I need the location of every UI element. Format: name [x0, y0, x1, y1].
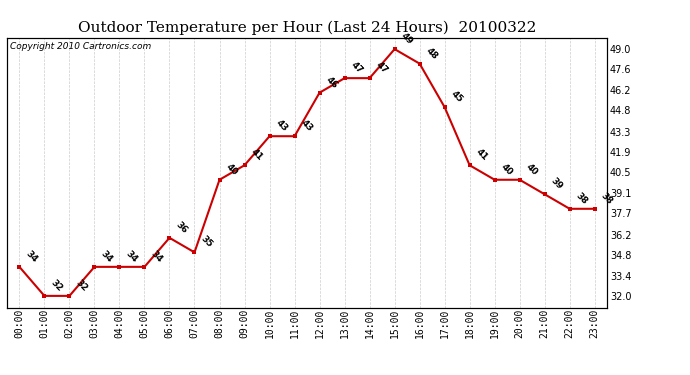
- Text: 46: 46: [324, 75, 339, 90]
- Text: 34: 34: [124, 249, 139, 264]
- Text: 40: 40: [524, 162, 539, 177]
- Text: 39: 39: [549, 176, 564, 192]
- Text: 40: 40: [224, 162, 239, 177]
- Text: 47: 47: [348, 60, 364, 75]
- Text: 48: 48: [424, 45, 439, 61]
- Text: Copyright 2010 Cartronics.com: Copyright 2010 Cartronics.com: [10, 42, 151, 51]
- Text: 38: 38: [574, 191, 589, 206]
- Text: 45: 45: [448, 89, 464, 104]
- Text: 49: 49: [399, 31, 414, 46]
- Text: 34: 34: [99, 249, 114, 264]
- Text: 43: 43: [274, 118, 289, 134]
- Text: 41: 41: [474, 147, 489, 162]
- Text: 47: 47: [374, 60, 389, 75]
- Title: Outdoor Temperature per Hour (Last 24 Hours)  20100322: Outdoor Temperature per Hour (Last 24 Ho…: [78, 21, 536, 35]
- Text: 38: 38: [599, 191, 614, 206]
- Text: 35: 35: [199, 234, 214, 249]
- Text: 36: 36: [174, 220, 189, 235]
- Text: 34: 34: [23, 249, 39, 264]
- Text: 40: 40: [499, 162, 514, 177]
- Text: 32: 32: [74, 278, 89, 293]
- Text: 41: 41: [248, 147, 264, 162]
- Text: 32: 32: [48, 278, 63, 293]
- Text: 43: 43: [299, 118, 314, 134]
- Text: 34: 34: [148, 249, 164, 264]
